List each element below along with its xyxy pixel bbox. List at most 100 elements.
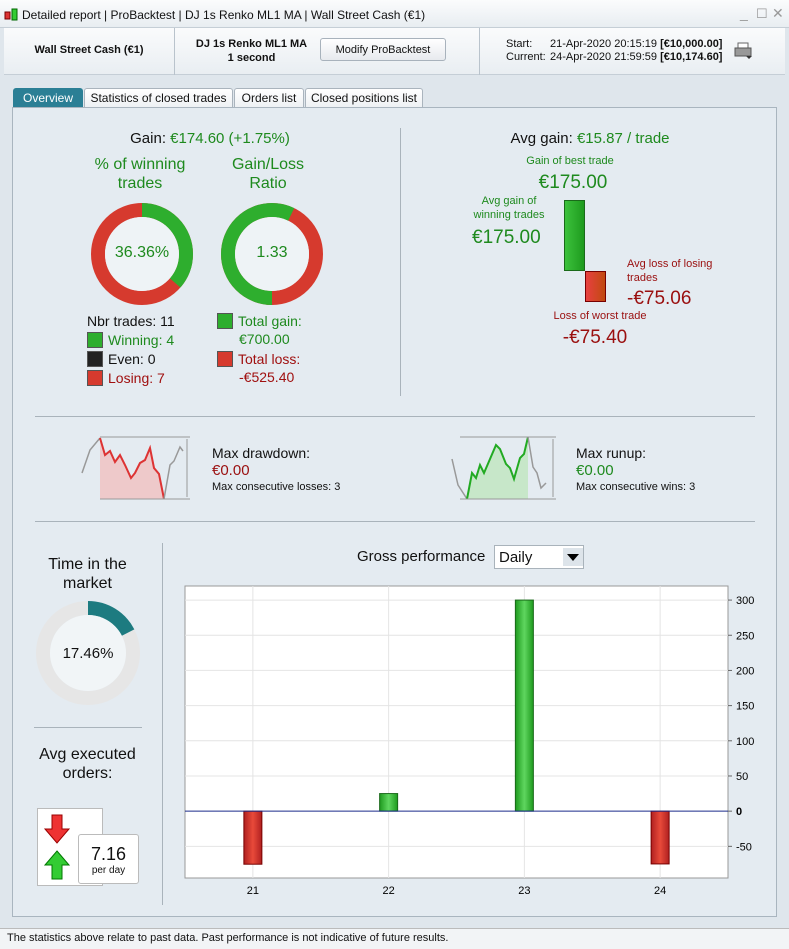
total-loss-label: Total loss: bbox=[238, 351, 301, 367]
avg-win-value: €175.00 bbox=[472, 227, 541, 248]
title-part: DJ 1s Renko ML1 MA bbox=[185, 8, 302, 22]
y-tick-label: 0 bbox=[736, 806, 742, 818]
even-count: Even: 0 bbox=[108, 351, 156, 367]
total-loss: -€525.40 bbox=[239, 369, 295, 385]
minimize-button[interactable]: _ bbox=[740, 5, 748, 21]
bar-day-22 bbox=[379, 793, 399, 812]
time-in-market-title: Time in the market bbox=[48, 556, 127, 592]
avg-loss-bar bbox=[585, 271, 606, 302]
total-gain-label: Total gain: bbox=[238, 313, 302, 329]
y-tick-label: 200 bbox=[736, 665, 754, 677]
start-value: [€10,000.00] bbox=[660, 38, 723, 50]
time-in-market-donut bbox=[36, 601, 140, 705]
modify-probacktest-button[interactable]: Modify ProBacktest bbox=[320, 38, 446, 61]
disclaimer: The statistics above relate to past data… bbox=[0, 928, 789, 949]
avg-loss-value: -€75.06 bbox=[627, 288, 692, 309]
report-header: Wall Street Cash (€1) DJ 1s Renko ML1 MA… bbox=[4, 28, 785, 75]
x-tick-label: 21 bbox=[247, 885, 259, 897]
close-button[interactable]: ✕ bbox=[772, 5, 784, 21]
gain-label: Gain: bbox=[130, 130, 166, 147]
ratio-donut bbox=[221, 203, 323, 305]
x-tick-label: 23 bbox=[518, 885, 530, 897]
runup-value: €0.00 bbox=[576, 462, 614, 479]
time-in-market-value: 17.46% bbox=[62, 645, 114, 662]
y-tick-label: 300 bbox=[736, 595, 754, 607]
avg-loss-label: Avg loss of losing trades bbox=[627, 258, 713, 284]
drawdown-sparkline bbox=[81, 436, 190, 500]
period-select[interactable]: Daily bbox=[494, 545, 584, 569]
avg-win-label: Avg gain of winning trades bbox=[473, 195, 545, 221]
losing-swatch bbox=[87, 370, 103, 386]
drawdown-info: Max drawdown: €0.00 Max consecutive loss… bbox=[212, 445, 340, 496]
date-range: Start: 21-Apr-2020 20:15:19 [€10,000.00] … bbox=[506, 38, 722, 64]
gain-value: €174.60 (+1.75%) bbox=[170, 130, 290, 147]
runup-sparkline bbox=[451, 436, 556, 500]
tab-overview[interactable]: Overview bbox=[13, 88, 83, 107]
losing-count: Losing: 7 bbox=[108, 370, 165, 386]
winning-count: Winning: 4 bbox=[108, 332, 175, 348]
drawdown-value: €0.00 bbox=[212, 462, 250, 479]
tab-orders-list[interactable]: Orders list bbox=[234, 88, 304, 107]
strategy-name: DJ 1s Renko ML1 MA bbox=[195, 38, 308, 50]
ratio-value: 1.33 bbox=[256, 244, 288, 261]
avg-win-bar bbox=[564, 200, 585, 271]
nbr-trades: Nbr trades: 11 bbox=[87, 313, 175, 329]
bar-day-21 bbox=[243, 810, 263, 865]
current-value: [€10,174.60] bbox=[660, 51, 723, 63]
gross-performance-chart: 21 22 23 24 -50 0 50 100 150 200 250 300 bbox=[184, 585, 754, 897]
bar-day-23 bbox=[514, 599, 534, 812]
y-tick-label: -50 bbox=[736, 841, 752, 853]
title-part: Detailed report bbox=[22, 8, 101, 22]
winning-percent: 36.36% bbox=[114, 244, 170, 261]
even-swatch bbox=[87, 351, 103, 367]
avg-orders-title: Avg executed orders: bbox=[39, 746, 136, 782]
y-tick-label: 150 bbox=[736, 701, 754, 713]
y-tick-label: 100 bbox=[736, 736, 754, 748]
x-tick-label: 24 bbox=[654, 885, 666, 897]
total-gain: €700.00 bbox=[239, 331, 290, 347]
orders-value: 7.16 bbox=[90, 844, 127, 864]
current-date: 24-Apr-2020 21:59:59 bbox=[550, 51, 658, 63]
instrument-name: Wall Street Cash (€1) bbox=[34, 44, 144, 56]
max-consecutive-wins: Max consecutive wins: 3 bbox=[576, 481, 696, 493]
period-value: Daily bbox=[499, 549, 533, 566]
worst-trade-value: -€75.40 bbox=[562, 327, 628, 348]
avg-gain: Avg gain: €15.87 / trade bbox=[440, 130, 740, 147]
y-tick-label: 250 bbox=[736, 630, 754, 642]
y-tick-label: 50 bbox=[736, 771, 748, 783]
tab-closed-positions[interactable]: Closed positions list bbox=[305, 88, 423, 107]
x-tick-label: 22 bbox=[383, 885, 395, 897]
best-trade-label: Gain of best trade bbox=[526, 155, 614, 167]
gain-swatch bbox=[217, 313, 233, 329]
bar-day-24 bbox=[650, 810, 670, 865]
print-icon[interactable] bbox=[734, 42, 754, 63]
orders-unit: per day bbox=[91, 865, 126, 876]
title-part: ProBacktest bbox=[110, 8, 176, 22]
gain-summary: Gain: €174.60 (+1.75%) bbox=[60, 130, 360, 147]
ratio-title: Gain/Loss Ratio bbox=[231, 156, 305, 192]
winning-donut bbox=[91, 203, 193, 305]
worst-trade-label: Loss of worst trade bbox=[553, 310, 647, 322]
avg-gain-label: Avg gain: bbox=[510, 130, 573, 147]
winning-title: % of winning trades bbox=[94, 156, 186, 192]
plot-area bbox=[184, 585, 729, 879]
strategy-info: DJ 1s Renko ML1 MA 1 second bbox=[184, 37, 319, 65]
chevron-down-icon[interactable] bbox=[563, 548, 583, 566]
best-trade-value: €175.00 bbox=[538, 172, 608, 193]
title-bar: Detailed report | ProBacktest | DJ 1s Re… bbox=[0, 0, 789, 28]
avg-gain-value: €15.87 / trade bbox=[576, 130, 670, 147]
tab-statistics[interactable]: Statistics of closed trades bbox=[84, 88, 233, 107]
trade-counts: Nbr trades: 11 Winning: 4 Even: 0 Losing… bbox=[87, 312, 175, 388]
start-date: 21-Apr-2020 20:15:19 bbox=[550, 38, 658, 50]
drawdown-label: Max drawdown: bbox=[212, 445, 311, 461]
title-part: Wall Street Cash (€1) bbox=[310, 8, 426, 22]
gross-performance-title: Gross performance bbox=[357, 548, 486, 565]
max-consecutive-losses: Max consecutive losses: 3 bbox=[212, 481, 341, 493]
winning-swatch bbox=[87, 332, 103, 348]
maximize-button[interactable]: ☐ bbox=[756, 6, 768, 21]
totals: Total gain: €700.00 Total loss: -€525.40 bbox=[217, 312, 302, 386]
runup-info: Max runup: €0.00 Max consecutive wins: 3 bbox=[576, 445, 695, 496]
start-label: Start: bbox=[506, 38, 533, 50]
candlestick-icon bbox=[4, 7, 18, 21]
runup-label: Max runup: bbox=[576, 445, 647, 461]
